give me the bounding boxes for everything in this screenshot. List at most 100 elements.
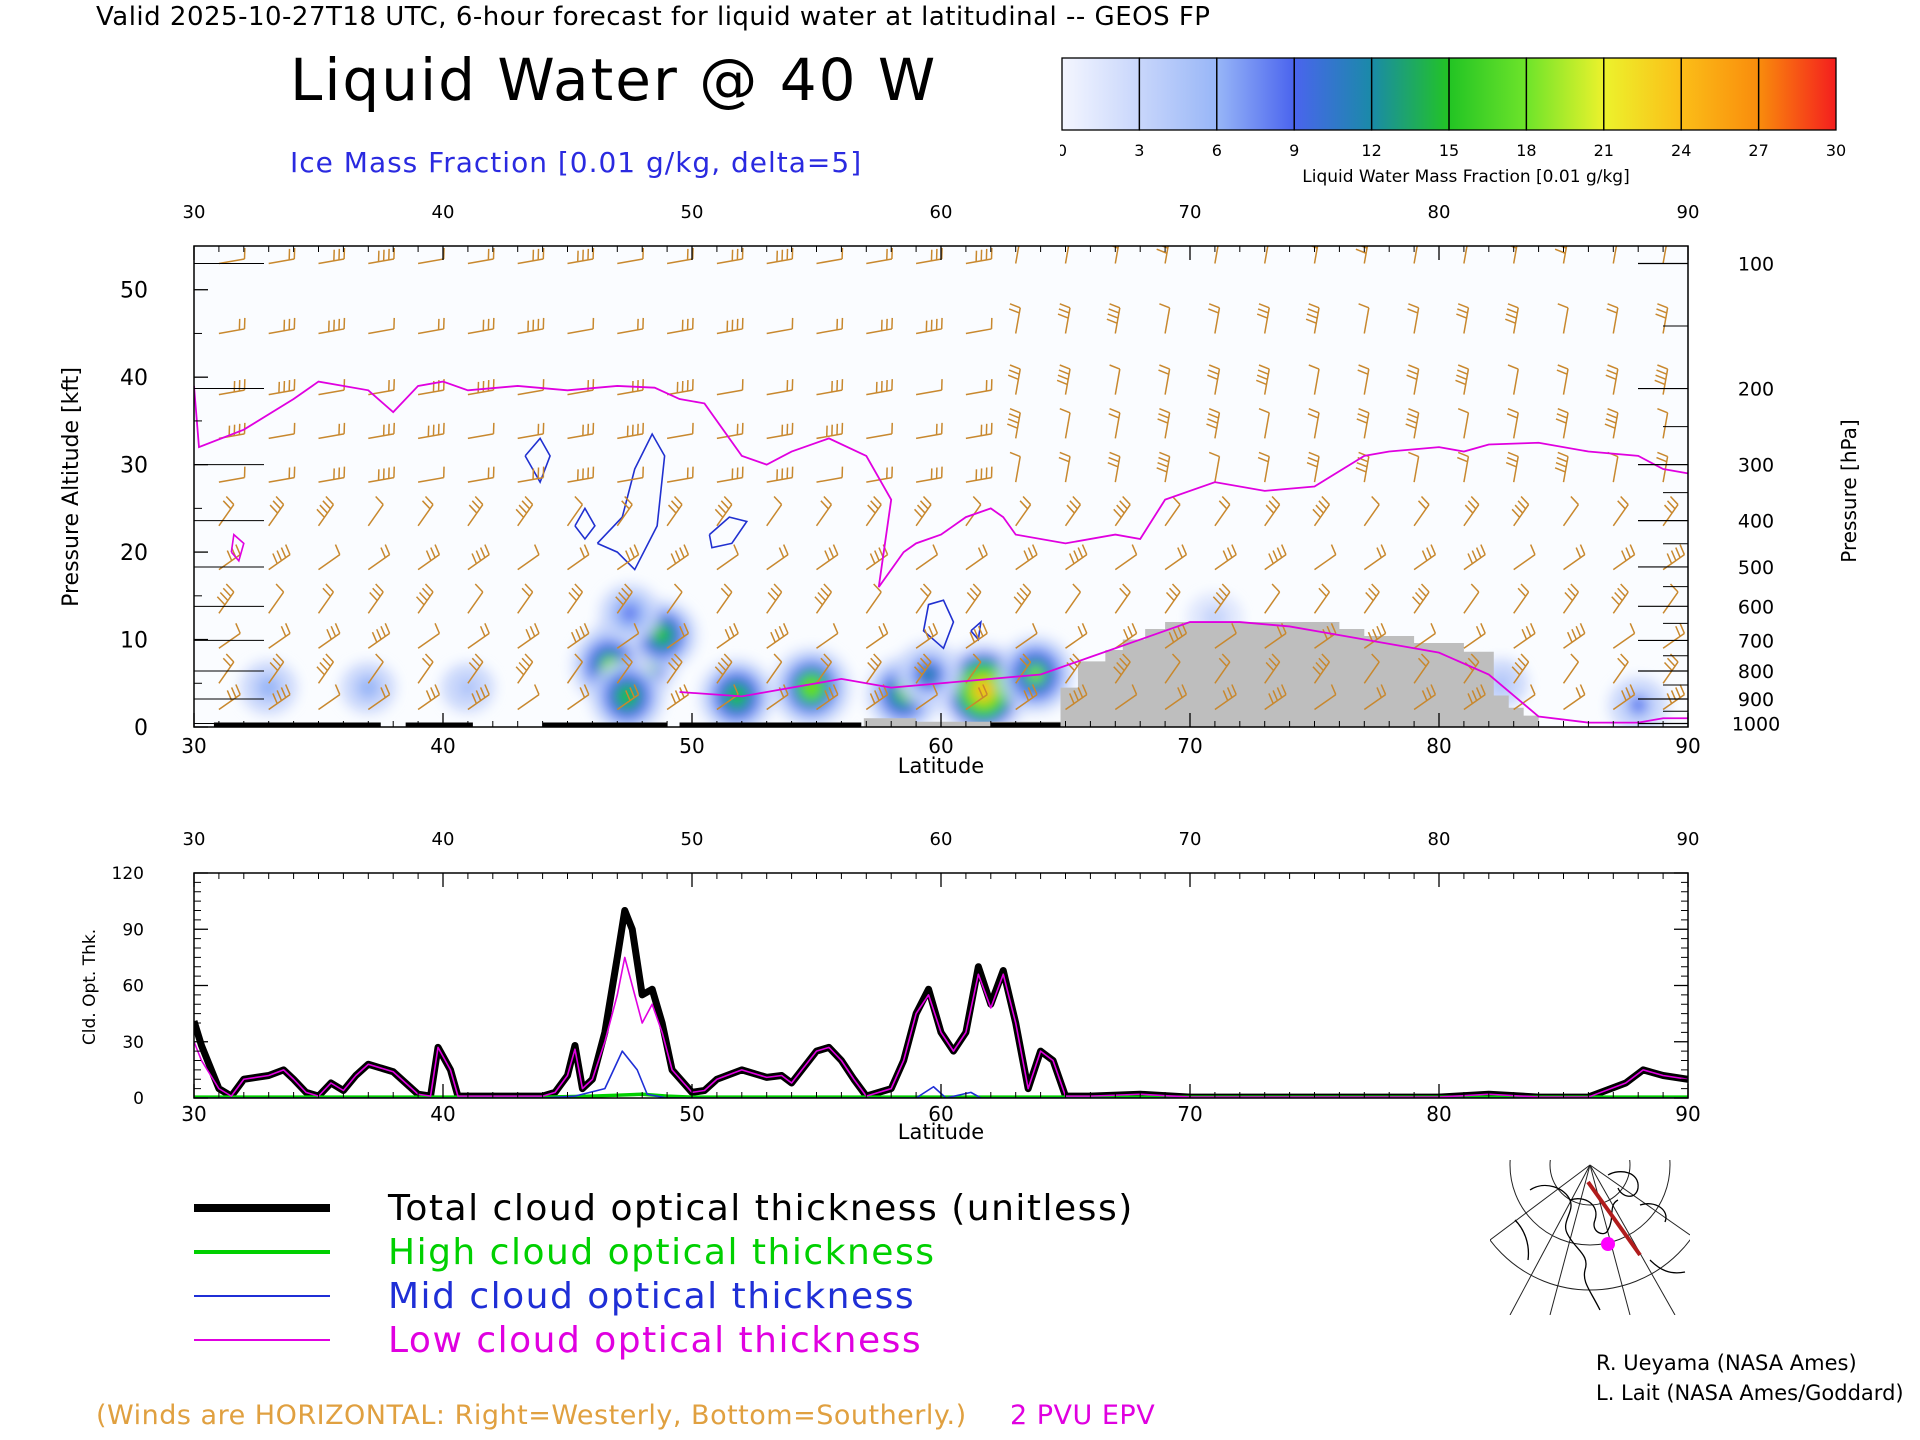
main-x-tick-label: 70 bbox=[1177, 734, 1202, 758]
pressure-tick-label: 800 bbox=[1738, 661, 1774, 683]
cot-x-axis-label: Latitude bbox=[898, 1120, 984, 1144]
ice-contour-subtitle: Ice Mass Fraction [0.01 g/kg, delta=5] bbox=[290, 146, 863, 179]
cot-y-tick-label: 60 bbox=[122, 977, 144, 997]
wind-barb bbox=[1306, 451, 1320, 483]
ice-contour bbox=[574, 506, 596, 541]
wind-barb bbox=[716, 583, 733, 614]
wind-barb bbox=[666, 466, 694, 483]
wind-barb bbox=[1312, 653, 1331, 684]
wind-barb bbox=[1164, 496, 1181, 527]
wind-barb bbox=[1256, 364, 1270, 395]
wind-barb bbox=[1064, 246, 1070, 264]
wind-barb bbox=[1563, 684, 1586, 711]
wind-barb bbox=[766, 583, 783, 614]
colorbar-tick-label: 0 bbox=[1060, 141, 1067, 160]
wind-barb bbox=[666, 317, 694, 335]
wind-barb bbox=[1107, 451, 1121, 483]
cot-y-axis-label: Cld. Opt. Thk. bbox=[80, 929, 100, 1045]
wind-barb bbox=[666, 583, 683, 614]
wind-barb bbox=[367, 583, 384, 614]
wind-barb bbox=[965, 466, 993, 483]
wind-barb bbox=[1563, 544, 1586, 571]
pressure-tick-label: 700 bbox=[1738, 630, 1774, 652]
main-x-tick-label: 60 bbox=[928, 734, 953, 758]
wind-barb bbox=[1612, 684, 1636, 711]
wind-barb bbox=[716, 422, 744, 440]
wind-barb bbox=[1554, 451, 1569, 483]
legend: Total cloud optical thickness (unitless)… bbox=[194, 1188, 1132, 1360]
cot-plot-frame bbox=[193, 872, 1689, 1099]
colorbar-tick-label: 18 bbox=[1516, 141, 1536, 160]
liquid-water-blob bbox=[262, 680, 276, 695]
wind-barb bbox=[517, 622, 540, 649]
wind-barb bbox=[616, 684, 640, 711]
wind-barb bbox=[1214, 246, 1219, 264]
liquid-water-blob bbox=[361, 681, 375, 695]
wind-barb bbox=[515, 496, 534, 527]
series-line-low bbox=[194, 956, 1688, 1098]
wind-barb bbox=[1557, 303, 1569, 334]
colorbar-cells bbox=[1061, 57, 1837, 131]
wind-barb bbox=[1507, 364, 1519, 395]
wind-barb bbox=[317, 583, 335, 614]
main-top-tick-label: 70 bbox=[1179, 202, 1202, 223]
wind-barb bbox=[1413, 246, 1418, 264]
wind-barb bbox=[517, 544, 540, 571]
wind-barb bbox=[1064, 583, 1082, 614]
wind-barb bbox=[1363, 544, 1387, 571]
wind-barb bbox=[1456, 303, 1470, 334]
main-x-tick-label: 80 bbox=[1426, 734, 1451, 758]
wind-barb bbox=[866, 317, 893, 335]
wind-barb bbox=[965, 247, 993, 265]
wind-barb bbox=[1556, 364, 1569, 395]
cot-x-tick-label: 70 bbox=[1177, 1102, 1202, 1126]
wind-barb bbox=[617, 379, 644, 396]
wind-barb bbox=[616, 653, 633, 684]
main-top-tick-label: 90 bbox=[1677, 202, 1700, 223]
wind-barb bbox=[714, 496, 733, 527]
wind-barb bbox=[716, 544, 739, 571]
series-line-mid bbox=[194, 1050, 1688, 1098]
wind-barb bbox=[1655, 303, 1669, 334]
wind-barb bbox=[1015, 544, 1038, 571]
wind-barb bbox=[517, 422, 545, 440]
wind-barb bbox=[766, 466, 794, 483]
wind-barb bbox=[467, 653, 484, 684]
wind-barb bbox=[567, 544, 590, 571]
colorbar-ticks: 0 3 6 9 12 15 18 21 24 27 30 bbox=[1060, 141, 1846, 160]
wind-barb bbox=[1064, 496, 1082, 527]
credits: R. Ueyama (NASA Ames) L. Lait (NASA Ames… bbox=[1596, 1348, 1904, 1408]
wind-barb bbox=[1562, 653, 1580, 684]
wind-barb bbox=[1463, 246, 1468, 264]
wind-barb bbox=[617, 466, 644, 483]
main-y-tick-label: 20 bbox=[120, 541, 148, 566]
wind-barb bbox=[1065, 684, 1088, 711]
wind-barb bbox=[318, 379, 346, 396]
wind-barb bbox=[517, 317, 545, 335]
main-x-tick-label: 40 bbox=[430, 734, 455, 758]
liquid-water-blob bbox=[972, 678, 994, 703]
liquid-water-blob bbox=[622, 605, 637, 621]
wind-barb bbox=[1263, 246, 1269, 264]
wind-barb bbox=[1264, 496, 1281, 527]
wind-barb bbox=[1109, 364, 1121, 395]
wind-barb bbox=[1065, 622, 1088, 649]
wind-barb bbox=[1108, 408, 1121, 439]
liquid-water-layer bbox=[239, 583, 1669, 727]
wind-barb bbox=[615, 583, 633, 614]
main-axes: 3030404050506060707080809090010203040501… bbox=[120, 202, 1780, 758]
wind-barb bbox=[1008, 303, 1021, 334]
wind-barb bbox=[1059, 408, 1071, 439]
wind-barb bbox=[1513, 583, 1530, 614]
colorbar-cell bbox=[1757, 57, 1837, 131]
wind-barb bbox=[1358, 303, 1370, 334]
wind-barb bbox=[865, 496, 882, 527]
ice-contour bbox=[524, 437, 551, 484]
wind-barb bbox=[616, 496, 633, 527]
credit-line-2: L. Lait (NASA Ames/Goddard) bbox=[1596, 1381, 1904, 1405]
main-x-axis-label: Latitude bbox=[898, 754, 984, 778]
wind-barb bbox=[1406, 364, 1420, 395]
wind-barb bbox=[1611, 583, 1629, 614]
cot-x-tick-label: 60 bbox=[928, 1102, 953, 1126]
pv-tropopause-layer bbox=[194, 380, 1688, 724]
